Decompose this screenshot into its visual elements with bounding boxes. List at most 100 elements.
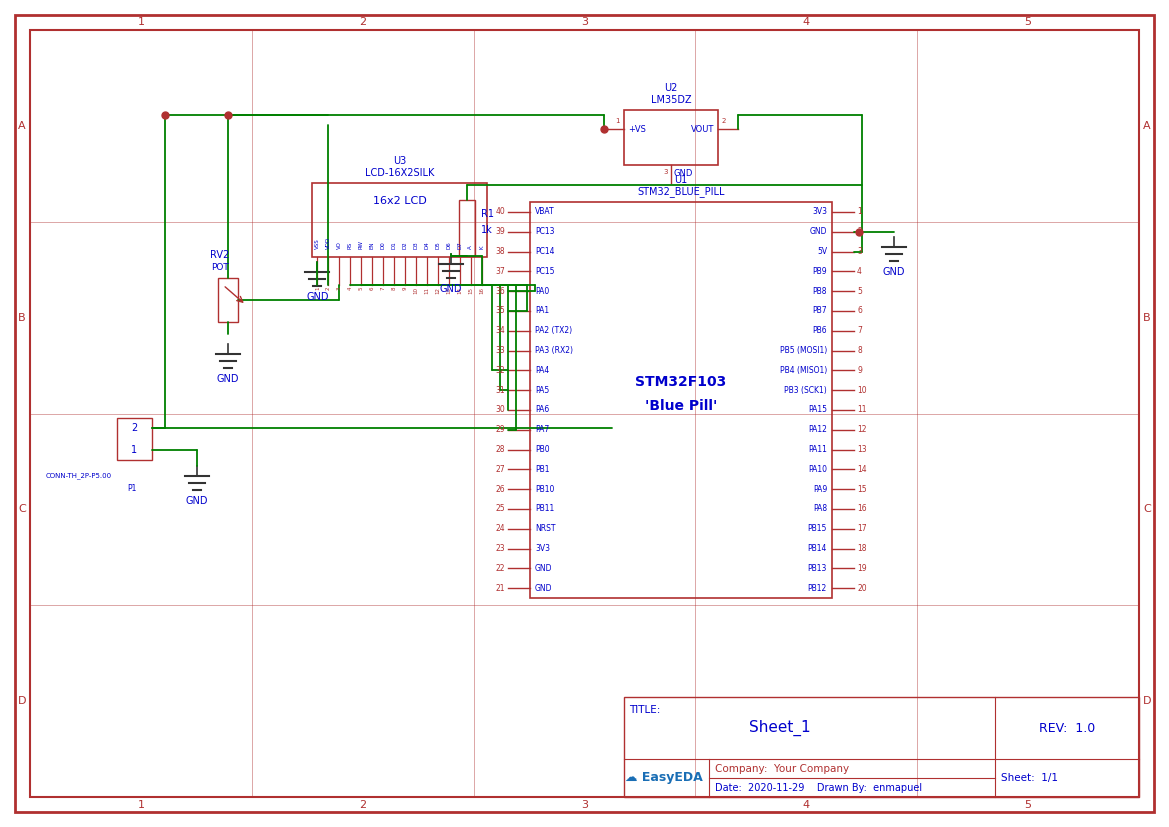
Text: D0: D0	[381, 241, 386, 249]
Text: 5: 5	[1024, 800, 1031, 810]
Text: 7: 7	[857, 326, 862, 335]
Text: 29: 29	[496, 425, 505, 434]
Text: 18: 18	[857, 544, 866, 553]
Text: 34: 34	[496, 326, 505, 335]
Text: 25: 25	[496, 504, 505, 514]
Text: 15: 15	[468, 287, 473, 294]
Text: LCD-16X2SILK: LCD-16X2SILK	[365, 168, 434, 178]
Text: 1: 1	[138, 17, 145, 27]
Text: 1: 1	[616, 118, 620, 124]
Text: 27: 27	[496, 465, 505, 474]
Text: 28: 28	[496, 445, 505, 454]
Text: GND: GND	[535, 584, 553, 593]
Text: 38: 38	[496, 247, 505, 256]
Text: 14: 14	[457, 287, 462, 294]
Text: 26: 26	[496, 485, 505, 494]
Text: Sheet:  1/1: Sheet: 1/1	[1001, 773, 1058, 783]
Bar	[624, 697, 1139, 797]
Text: 9: 9	[402, 287, 408, 290]
Text: 1: 1	[314, 287, 320, 290]
Text: PB14: PB14	[808, 544, 826, 553]
Text: GND: GND	[675, 169, 693, 178]
Text: GND: GND	[883, 266, 905, 277]
Text: GND: GND	[186, 496, 208, 506]
Text: TITLE:: TITLE:	[629, 705, 660, 715]
Text: PA11: PA11	[808, 445, 826, 454]
Text: PA15: PA15	[808, 405, 826, 414]
Text: 3V3: 3V3	[812, 208, 826, 217]
Text: 19: 19	[857, 564, 866, 573]
Bar	[624, 110, 718, 165]
Text: 3: 3	[581, 800, 588, 810]
Text: GND: GND	[809, 227, 826, 237]
Text: 4: 4	[857, 267, 862, 275]
Text: 11: 11	[424, 287, 429, 294]
Text: 20: 20	[857, 584, 866, 593]
Text: RS: RS	[348, 241, 353, 249]
Text: 8: 8	[857, 346, 862, 355]
Text: U3: U3	[393, 156, 406, 166]
Text: 40: 40	[496, 208, 505, 217]
Text: 2: 2	[359, 800, 366, 810]
Text: GND: GND	[535, 564, 553, 573]
Text: STM32_BLUE_PILL: STM32_BLUE_PILL	[637, 187, 725, 198]
Text: PA8: PA8	[812, 504, 826, 514]
Text: 15: 15	[857, 485, 866, 494]
Text: VSS: VSS	[314, 238, 320, 249]
Text: 2: 2	[722, 118, 726, 124]
Text: 21: 21	[496, 584, 505, 593]
Text: 6: 6	[369, 287, 374, 290]
Text: 16: 16	[479, 287, 484, 294]
Text: EN: EN	[369, 241, 374, 249]
Text: 3V3: 3V3	[535, 544, 549, 553]
Bar	[312, 183, 487, 257]
Text: PA10: PA10	[808, 465, 826, 474]
Bar	[530, 202, 832, 598]
Text: 5: 5	[857, 287, 862, 295]
Text: PC15: PC15	[535, 267, 554, 275]
Bar	[459, 200, 475, 256]
Text: 33: 33	[496, 346, 505, 355]
Text: PA12: PA12	[808, 425, 826, 434]
Text: A: A	[19, 121, 26, 131]
Text: VBAT: VBAT	[535, 208, 554, 217]
Text: 3: 3	[857, 247, 862, 256]
Text: PB12: PB12	[808, 584, 826, 593]
Text: PB1: PB1	[535, 465, 549, 474]
Text: PB8: PB8	[812, 287, 826, 295]
Text: PB7: PB7	[812, 306, 826, 315]
Text: PA4: PA4	[535, 366, 549, 375]
Text: 12: 12	[857, 425, 866, 434]
Text: 24: 24	[496, 524, 505, 533]
Text: Sheet_1: Sheet_1	[749, 719, 810, 736]
Text: 'Blue Pill': 'Blue Pill'	[645, 399, 718, 413]
Text: RV2: RV2	[210, 250, 229, 260]
Text: 39: 39	[496, 227, 505, 237]
Text: 11: 11	[857, 405, 866, 414]
Text: GND: GND	[216, 374, 240, 384]
Text: GND: GND	[306, 292, 328, 302]
Text: 22: 22	[496, 564, 505, 573]
Text: VDD: VDD	[326, 237, 331, 249]
Text: 1: 1	[857, 208, 862, 217]
Text: 10: 10	[857, 385, 866, 394]
Text: 16: 16	[857, 504, 866, 514]
Text: 6: 6	[857, 306, 862, 315]
Text: 3: 3	[337, 287, 341, 290]
Text: PB5 (MOSI1): PB5 (MOSI1)	[780, 346, 826, 355]
Text: PA9: PA9	[812, 485, 826, 494]
Text: 17: 17	[857, 524, 866, 533]
Text: 12: 12	[435, 287, 441, 294]
Bar	[217, 278, 238, 322]
Text: U1: U1	[675, 175, 687, 185]
Text: R1: R1	[480, 209, 494, 219]
Text: 14: 14	[857, 465, 866, 474]
Text: 35: 35	[496, 306, 505, 315]
Text: REV:  1.0: REV: 1.0	[1039, 721, 1095, 734]
Text: POT: POT	[212, 263, 229, 272]
Text: 3: 3	[581, 17, 588, 27]
Text: C: C	[19, 504, 26, 514]
Text: Date:  2020-11-29    Drawn By:  enmapuel: Date: 2020-11-29 Drawn By: enmapuel	[715, 783, 922, 793]
Text: PB9: PB9	[812, 267, 826, 275]
Text: 13: 13	[447, 287, 451, 294]
